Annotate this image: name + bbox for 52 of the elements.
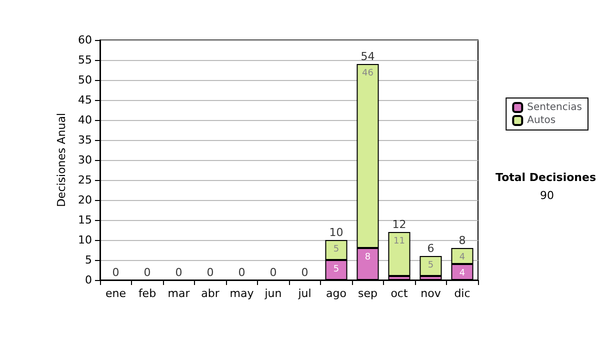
- total-label: 0: [175, 266, 182, 279]
- legend-label: Autos: [527, 115, 556, 126]
- total-label: 0: [238, 266, 246, 279]
- total-label: 0: [144, 266, 151, 279]
- data-label: 8: [364, 252, 371, 262]
- data-label: 5: [333, 244, 340, 254]
- x-tick-label: ene: [105, 287, 126, 300]
- y-tick-label: 50: [78, 74, 92, 86]
- data-label: 4: [459, 268, 466, 278]
- x-tick-label: mar: [168, 287, 190, 300]
- total-label: 0: [112, 266, 120, 279]
- y-tick-label: 5: [85, 254, 92, 266]
- total-label: 10: [329, 226, 344, 239]
- bar: [420, 256, 442, 276]
- bar: [388, 232, 410, 276]
- total-label: 12: [392, 218, 406, 231]
- x-tick-label: may: [230, 287, 254, 300]
- y-tick-label: 55: [78, 54, 92, 66]
- x-tick-label: jun: [264, 287, 282, 300]
- legend-label: Sentencias: [527, 102, 582, 113]
- y-tick-label: 25: [78, 174, 92, 186]
- y-tick-label: 10: [78, 234, 92, 246]
- y-tick-label: 0: [85, 274, 92, 286]
- x-tick-label: feb: [138, 287, 156, 300]
- y-tick-label: 35: [78, 134, 92, 146]
- data-label: 5: [428, 260, 434, 270]
- data-label: 4: [459, 252, 466, 262]
- data-label: 46: [362, 68, 374, 78]
- total-label: 8: [458, 234, 466, 247]
- y-tick-label: 60: [78, 34, 92, 46]
- x-tick-label: nov: [420, 287, 442, 300]
- x-tick-label: sep: [358, 287, 378, 300]
- text: 90: [540, 189, 554, 202]
- y-tick-label: 20: [78, 194, 92, 206]
- total-label: 6: [427, 242, 434, 255]
- data-label: 5: [333, 264, 340, 274]
- y-tick-label: 30: [78, 154, 92, 166]
- x-tick-label: oct: [390, 287, 408, 300]
- y-tick-label: 45: [78, 94, 92, 106]
- data-label: 11: [394, 236, 405, 246]
- total-label: 0: [270, 266, 277, 279]
- text: Total Decisiones: [496, 171, 596, 184]
- x-tick-label: ago: [326, 287, 347, 300]
- x-tick-label: jul: [297, 287, 312, 300]
- total-label: 0: [301, 266, 308, 279]
- y-tick-label: 40: [78, 114, 92, 126]
- y-axis-title: Decisiones Anual: [55, 112, 68, 208]
- total-label: 0: [206, 266, 214, 279]
- y-tick-label: 15: [78, 214, 92, 226]
- x-tick-label: abr: [201, 287, 220, 300]
- x-tick-label: dic: [454, 287, 470, 300]
- total-label: 54: [360, 50, 375, 63]
